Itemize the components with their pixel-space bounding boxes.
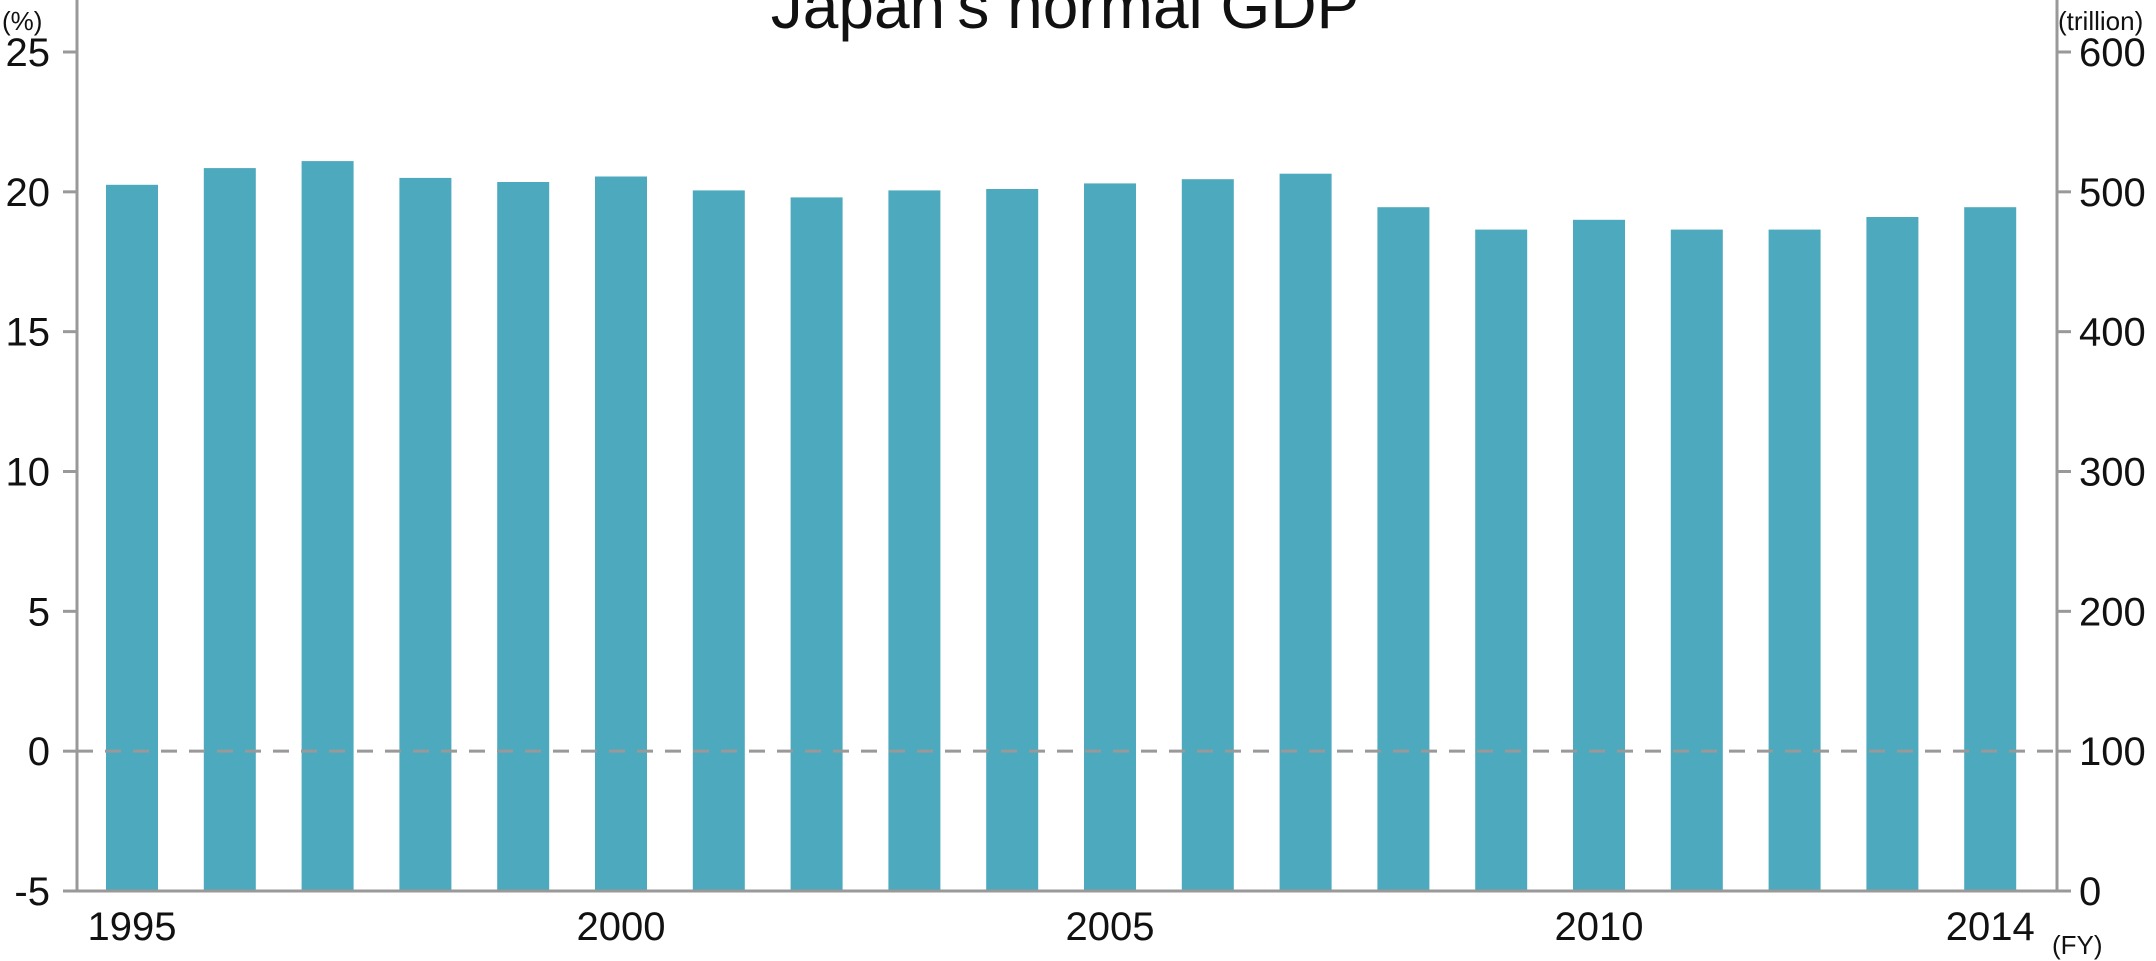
bar-2012 — [1768, 229, 1821, 892]
bar-2003 — [888, 190, 941, 891]
left-tick-labels: 25 20 15 10 5 0 -5 — [6, 31, 51, 914]
bar-2002 — [790, 197, 843, 891]
axes-layer — [63, 0, 2071, 893]
x-tick-label: 1995 — [88, 905, 177, 949]
bar-1999 — [497, 182, 550, 891]
left-tick-label: -5 — [14, 870, 50, 914]
right-axis-unit: (trillion) — [2058, 6, 2143, 36]
bar-2000 — [595, 176, 647, 891]
x-tick-label: 2014 — [1946, 905, 2035, 949]
bar-1998 — [399, 177, 452, 891]
left-tick-label: 10 — [6, 451, 51, 495]
left-tick-label: 0 — [28, 730, 50, 774]
bar-2008 — [1377, 207, 1430, 891]
chart-title: Japan's normal GDP — [771, 0, 1359, 42]
bar-1995 — [106, 184, 158, 892]
bar-2006 — [1181, 179, 1234, 891]
right-tick-label: 300 — [2079, 451, 2146, 495]
bar-2007 — [1279, 173, 1332, 891]
x-tick-labels: 1995 2000 2005 2010 2014 — [88, 905, 2035, 949]
right-tick-labels: 600 500 400 300 200 100 0 — [2079, 31, 2146, 914]
right-tick-label: 100 — [2079, 730, 2146, 774]
right-tick-label: 600 — [2079, 31, 2146, 75]
right-tick-label: 200 — [2079, 590, 2146, 634]
bars-layer — [106, 161, 2017, 892]
right-tick-label: 400 — [2079, 311, 2146, 355]
x-tick-label: 2000 — [577, 905, 666, 949]
left-tick-label: 5 — [28, 590, 50, 634]
x-axis-unit: (FY) — [2052, 930, 2103, 960]
right-tick-label: 0 — [2079, 870, 2101, 914]
bar-2014 — [1964, 207, 2017, 891]
left-tick-label: 15 — [6, 311, 51, 355]
left-tick-label: 20 — [6, 171, 51, 215]
bar-2013 — [1866, 217, 1919, 891]
x-tick-label: 2005 — [1066, 905, 1155, 949]
bar-1996 — [203, 168, 256, 892]
left-axis-unit: (%) — [2, 6, 42, 36]
bar-2004 — [986, 189, 1039, 891]
bar-2011 — [1670, 229, 1723, 892]
bar-2001 — [692, 190, 745, 891]
x-tick-label: 2010 — [1555, 905, 1644, 949]
bar-2010 — [1573, 219, 1625, 892]
bar-2005 — [1084, 183, 1136, 891]
right-tick-label: 500 — [2079, 171, 2146, 215]
bar-2009 — [1475, 229, 1528, 892]
left-tick-label: 25 — [6, 31, 51, 75]
bar-1997 — [301, 161, 354, 892]
